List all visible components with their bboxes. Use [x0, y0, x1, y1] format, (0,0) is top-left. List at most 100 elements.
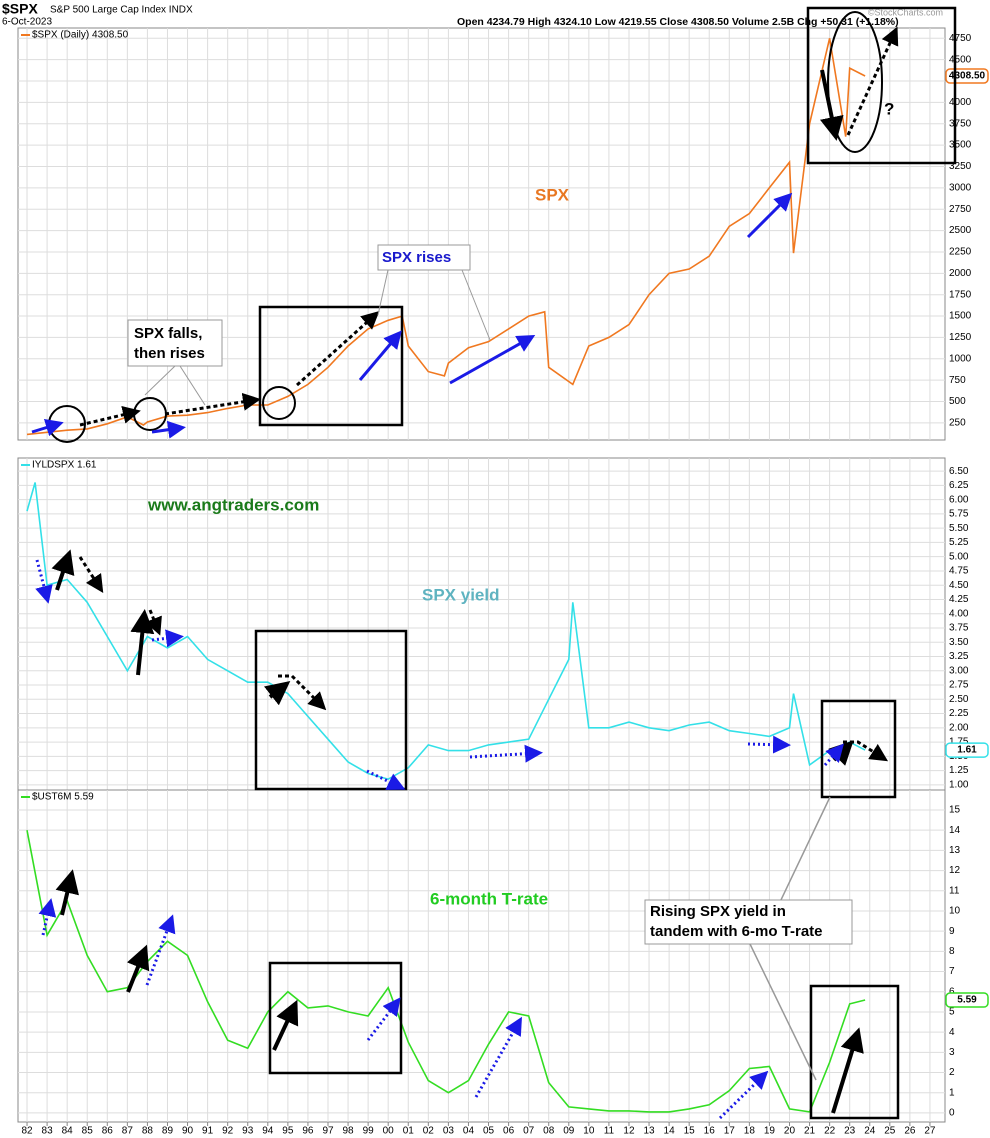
y-tick-label: 5: [949, 1007, 955, 1018]
y-tick-label: 4750: [949, 33, 972, 44]
last-value-label: 5.59: [957, 995, 977, 1006]
annotation: tandem with 6-mo T-rate: [650, 923, 823, 940]
x-tick-label: 26: [904, 1126, 916, 1137]
annotation: ?: [884, 99, 894, 118]
y-tick-label: 1500: [949, 311, 972, 322]
y-tick-label: 14: [949, 825, 961, 836]
x-tick-label: 08: [543, 1126, 555, 1137]
x-tick-label: 98: [343, 1126, 355, 1137]
x-tick-label: 00: [383, 1126, 395, 1137]
x-tick-label: 85: [82, 1126, 94, 1137]
y-tick-label: 4.25: [949, 594, 969, 605]
annotation: then rises: [134, 345, 205, 362]
x-tick-label: 92: [222, 1126, 234, 1137]
x-tick-label: 05: [483, 1126, 495, 1137]
y-tick-label: 15: [949, 805, 961, 816]
annotation: SPX rises: [382, 249, 451, 266]
y-tick-label: 2000: [949, 268, 972, 279]
x-tick-label: 94: [262, 1126, 274, 1137]
y-tick-label: 2250: [949, 247, 972, 258]
legend-label: IYLDSPX 1.61: [32, 460, 97, 471]
y-tick-label: 5.00: [949, 551, 969, 562]
y-tick-label: 2500: [949, 225, 972, 236]
y-tick-label: 3500: [949, 140, 972, 151]
y-tick-label: 11: [949, 885, 960, 896]
x-tick-label: 16: [704, 1126, 716, 1137]
symbol-name: S&P 500 Large Cap Index INDX: [50, 5, 193, 16]
y-tick-label: 1: [949, 1087, 955, 1098]
y-tick-label: 9: [949, 926, 955, 937]
y-tick-label: 1000: [949, 353, 972, 364]
x-tick-label: 27: [924, 1126, 936, 1137]
x-tick-label: 04: [463, 1126, 475, 1137]
y-tick-label: 2750: [949, 204, 972, 215]
annotation: Rising SPX yield in: [650, 903, 786, 920]
last-value-tag: [945, 742, 989, 758]
y-tick-label: 3: [949, 1047, 955, 1058]
x-tick-label: 09: [563, 1126, 575, 1137]
x-tick-label: 02: [423, 1126, 435, 1137]
y-tick-label: 6.25: [949, 480, 969, 491]
y-tick-label: 0: [949, 1108, 955, 1119]
x-tick-label: 89: [162, 1126, 174, 1137]
series-line: [26, 482, 866, 781]
annotation: 6-month T-rate: [430, 889, 548, 908]
last-value-label: 4308.50: [949, 71, 986, 82]
x-tick-label: 24: [864, 1126, 876, 1137]
x-tick-label: 93: [242, 1126, 254, 1137]
series-line: [26, 830, 866, 1113]
x-tick-label: 86: [102, 1126, 114, 1137]
annotation-shapes: [31, 6, 957, 1120]
x-tick-label: 01: [403, 1126, 415, 1137]
panel: [17, 457, 946, 791]
last-value-label: 1.61: [957, 745, 977, 756]
symbol: $SPX: [2, 1, 38, 17]
y-tick-label: 6.50: [949, 466, 969, 477]
x-tick-label: 17: [724, 1126, 736, 1137]
x-tick-label: 21: [804, 1126, 816, 1137]
plot-area: 2505007501000125015001750200022502500275…: [17, 27, 989, 1137]
x-tick-label: 07: [523, 1126, 535, 1137]
x-tick-label: 95: [282, 1126, 294, 1137]
y-tick-label: 3750: [949, 118, 972, 129]
y-tick-label: 3.75: [949, 623, 969, 634]
x-tick-label: 23: [844, 1126, 856, 1137]
y-tick-label: 6: [949, 986, 955, 997]
y-tick-label: 5.75: [949, 509, 969, 520]
annotation: SPX falls,: [134, 325, 202, 342]
y-tick-label: 2: [949, 1067, 955, 1078]
y-tick-label: 4: [949, 1027, 955, 1038]
y-tick-label: 1750: [949, 289, 972, 300]
x-tick-label: 87: [122, 1126, 134, 1137]
y-tick-label: 10: [949, 906, 961, 917]
x-tick-label: 84: [62, 1126, 74, 1137]
x-tick-label: 18: [744, 1126, 756, 1137]
x-tick-label: 19: [764, 1126, 776, 1137]
y-tick-label: 1250: [949, 332, 972, 343]
y-tick-label: 750: [949, 375, 966, 386]
y-tick-label: 8: [949, 946, 955, 957]
series-line: [26, 38, 866, 436]
x-tick-label: 97: [322, 1126, 334, 1137]
quote: Open 4234.79 High 4324.10 Low 4219.55 Cl…: [457, 16, 899, 28]
y-tick-label: 3000: [949, 182, 972, 193]
y-tick-label: 1.00: [949, 780, 969, 791]
x-tick-label: 83: [42, 1126, 54, 1137]
y-tick-label: 6.00: [949, 494, 969, 505]
credit: ©StockCharts.com: [868, 7, 943, 17]
y-tick-label: 5.50: [949, 523, 969, 534]
y-tick-label: 4500: [949, 54, 972, 65]
annotation: www.angtraders.com: [147, 495, 319, 514]
y-tick-label: 4000: [949, 97, 972, 108]
y-tick-label: 2.50: [949, 694, 969, 705]
x-tick-label: 25: [884, 1126, 896, 1137]
y-tick-label: 7: [949, 966, 955, 977]
x-tick-label: 82: [21, 1126, 33, 1137]
y-tick-label: 13: [949, 845, 961, 856]
x-tick-label: 96: [302, 1126, 314, 1137]
x-tick-label: 03: [443, 1126, 455, 1137]
annotation: SPX: [535, 185, 570, 204]
x-tick-label: 11: [604, 1126, 615, 1137]
y-tick-label: 12: [949, 865, 961, 876]
